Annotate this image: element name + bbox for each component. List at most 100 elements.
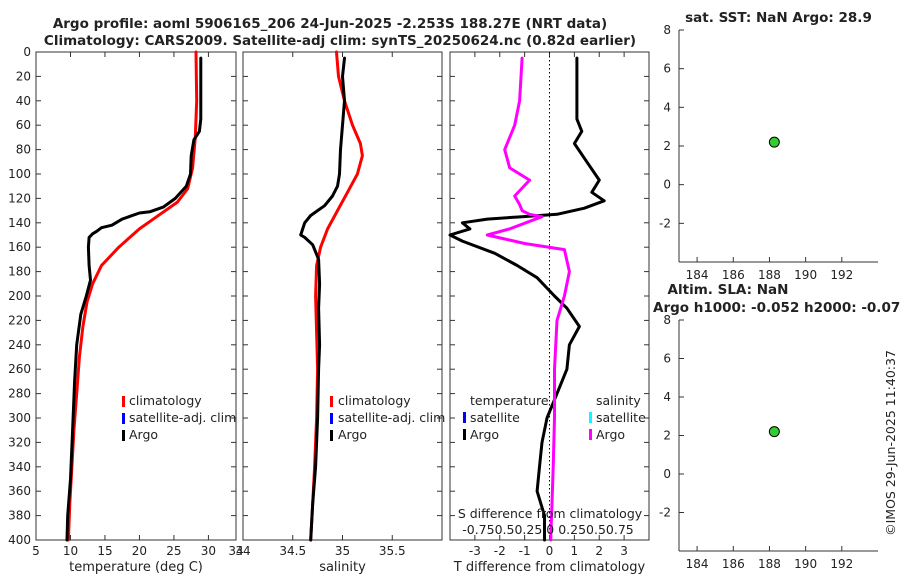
salinity-panel: 34 34.5 35 35.5 salinity	[235, 50, 443, 575]
s-difference-label: S difference from climatology	[458, 506, 643, 521]
axes-frame	[35, 51, 237, 541]
legend-label-s-argo: Argo	[596, 427, 625, 442]
x-tick-label: 20	[132, 544, 147, 558]
legend-title-salinity: salinity	[596, 393, 641, 408]
y-tick-label: 4	[663, 100, 671, 114]
x-tick-label: 5	[32, 544, 40, 558]
legend-label-argo: Argo	[338, 427, 367, 442]
y-tick-label: 2	[663, 429, 671, 443]
argo-location-marker	[768, 136, 780, 148]
y-tick-label: 260	[8, 362, 31, 376]
y-tick-label: 2	[663, 139, 671, 153]
difference-panel: -3 -2 -1 0 1 2 3 T difference from climatology	[448, 51, 650, 575]
argo-location-marker	[768, 426, 780, 438]
legend-label-climatology: climatology	[338, 393, 411, 408]
x-tick-label: 34	[235, 544, 250, 558]
panel-title-line2: Argo h1000: -0.052 h2000: -0.071	[653, 300, 900, 316]
x-tick-label: 10	[63, 544, 78, 558]
x-tick-label: 2	[595, 544, 603, 558]
x-tick-label: 186	[722, 268, 745, 282]
legend-label-climatology: climatology	[129, 393, 202, 408]
legend-swatch-climatology	[330, 396, 333, 407]
x-tick-label: 184	[686, 268, 709, 282]
sla-panel: 184 186 188 190 192 -2 0 2 4 6 8 Altim. SLA: NaN Arg…	[653, 282, 900, 571]
difference-legend: temperature satellite Argo salinity sate…	[463, 393, 646, 442]
x-tick-label: -2	[494, 544, 506, 558]
y-tick-label: 400	[8, 533, 31, 547]
legend-label-satellite-adj: satellite-adj. clim	[129, 410, 236, 425]
legend-swatch-t-argo	[463, 429, 466, 440]
temperature-legend: climatology satellite-adj. clim Argo	[122, 393, 236, 442]
y-tick-label: 160	[8, 240, 31, 254]
y-tick-label: 240	[8, 338, 31, 352]
figure-title-line2: Climatology: CARS2009. Satellite-adj cli…	[44, 33, 636, 49]
sst-panel: 184 186 188 190 192 -2 0 2 4 6 8 sat. SST: NaN Argo…	[659, 10, 878, 282]
legend-swatch-argo	[330, 430, 333, 441]
y-tick-label: 120	[8, 191, 31, 205]
x-axis-label: T difference from climatology	[453, 560, 646, 575]
y-tick-label: 180	[8, 265, 31, 279]
y-tick-label: 280	[8, 387, 31, 401]
watermark: ©IMOS 29-Jun-2025 11:40:37	[883, 350, 898, 536]
y-tick-label: 8	[663, 23, 671, 37]
legend-swatch-t-satellite	[463, 412, 466, 423]
legend-label-t-satellite: satellite	[470, 410, 520, 425]
x-tick-label: 35	[335, 544, 350, 558]
legend-label-s-satellite: satellite	[596, 410, 646, 425]
figure-title-line1: Argo profile: aoml 5906165_206 24-Jun-20…	[53, 16, 607, 32]
x-tick-label: 184	[686, 557, 709, 571]
y-tick-label: 8	[663, 313, 671, 327]
legend-label-t-argo: Argo	[470, 427, 499, 442]
y-tick-label: 140	[8, 216, 31, 230]
y-tick-label: 360	[8, 484, 31, 498]
y-tick-label: 80	[16, 143, 31, 157]
y-tick-label: 40	[16, 94, 31, 108]
series-argo	[299, 56, 346, 542]
x-tick-label: 25	[166, 544, 181, 558]
series-temperature-argo	[448, 56, 606, 542]
legend-swatch-s-satellite	[589, 412, 592, 423]
x-tick-label: -1	[519, 544, 531, 558]
y-tick-label: 0	[23, 45, 31, 59]
temperature-panel: 5 10 15 20 25 30 34020406080100120140160180200…	[8, 45, 244, 575]
x-tick-label: 15	[97, 544, 112, 558]
legend-swatch-satellite-adj	[122, 413, 125, 424]
legend-swatch-s-argo	[589, 429, 592, 440]
legend-swatch-argo	[122, 430, 125, 441]
legend-label-satellite-adj: satellite-adj. clim	[338, 410, 445, 425]
y-tick-label: -2	[659, 216, 671, 230]
x-tick-label: 188	[758, 557, 781, 571]
s-difference-ticklabels: -0.750.50.25 0 0.250.50.75	[462, 522, 634, 537]
y-tick-label: 0	[663, 467, 671, 481]
legend-title-temperature: temperature	[470, 393, 549, 408]
x-axis-label: salinity	[319, 560, 366, 575]
x-tick-label: 0	[546, 544, 554, 558]
y-tick-label: 20	[16, 69, 31, 83]
panel-title: sat. SST: NaN Argo: 28.9	[685, 10, 872, 26]
x-tick-label: 190	[794, 557, 817, 571]
x-tick-label: 3	[620, 544, 628, 558]
x-tick-label: 34.5	[279, 544, 306, 558]
x-tick-label: 192	[830, 268, 853, 282]
x-tick-label: 34	[228, 544, 243, 558]
y-tick-label: 320	[8, 435, 31, 449]
y-tick-label: 300	[8, 411, 31, 425]
x-tick-label: 190	[794, 268, 817, 282]
y-tick-label: -2	[659, 506, 671, 520]
legend-swatch-climatology	[122, 396, 125, 407]
x-tick-label: -3	[469, 544, 481, 558]
legend-label-argo: Argo	[129, 427, 158, 442]
x-tick-label: 188	[758, 268, 781, 282]
y-tick-label: 0	[663, 178, 671, 192]
x-tick-label: 186	[722, 557, 745, 571]
y-tick-label: 200	[8, 289, 31, 303]
series-salinity-argo	[485, 56, 571, 542]
y-tick-label: 4	[663, 390, 671, 404]
y-tick-label: 380	[8, 509, 31, 523]
x-tick-label: 35.5	[379, 544, 406, 558]
legend-swatch-satellite-adj	[330, 413, 333, 424]
salinity-legend: climatology satellite-adj. clim Argo	[330, 393, 445, 442]
y-tick-label: 340	[8, 460, 31, 474]
y-tick-label: 6	[663, 352, 671, 366]
